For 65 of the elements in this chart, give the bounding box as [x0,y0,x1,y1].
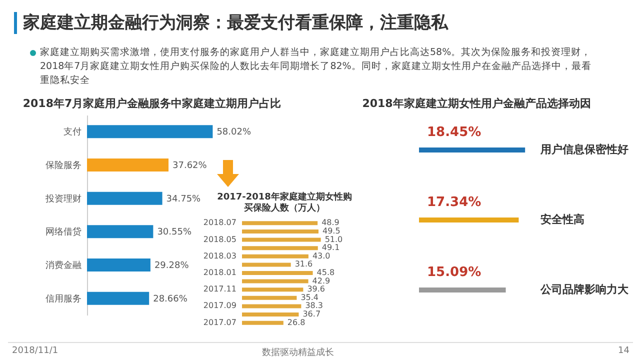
data-label: 58.02% [216,128,252,138]
text: 14 [618,346,630,356]
y-tick-label: 网络借贷 [46,226,82,238]
data-label: 51.0 [324,234,343,244]
bar [242,279,308,284]
bar [87,125,213,138]
bar [242,238,321,242]
bar [242,271,313,275]
y-tick-label: 信用服务 [46,293,82,304]
text: 家庭建立期购买需求激增，使用支付服务的家庭用户人群当中，家庭建立期用户占比高达58%。其次为保险服务和投资理财，2018年7月家庭建立期女性用户购买保险的人数比去年同期增长了82%。同时，家庭建立期女性用户在金融产品选择中，最看重隐私安全 [40,46,592,88]
bar [87,192,162,205]
bar [242,246,318,250]
y-tick-label: 消费金融 [46,260,82,271]
data-label: 30.55% [157,228,192,238]
bar [87,258,150,272]
y-tick-label: 2017.09 [203,301,236,310]
bar [87,158,169,172]
bar [242,221,318,226]
data-label: 29.28% [154,261,190,271]
y-tick-label: 2017.07 [203,318,236,327]
data-label: 37.62% [172,161,208,171]
data-label: 18.45% [427,125,482,140]
text: 数据驱动精益成长 [262,346,334,359]
chart-title: 2018年家庭建立期女性用户金融产品选择动因 [362,97,591,110]
y-tick-label: 2018.05 [203,234,236,244]
bar [87,225,154,238]
y-tick-label: 2018.03 [203,251,236,260]
y-tick-label: 投资理财 [44,193,82,204]
data-label: 34.75% [166,194,202,204]
bar [87,292,150,305]
bar [242,312,299,317]
bar [242,296,297,300]
bar [242,229,318,234]
data-label: 39.6 [307,284,326,294]
data-label: 49.1 [322,243,340,252]
data-label: 36.7 [302,310,321,319]
data-label: 49.5 [322,226,340,236]
data-label: 42.9 [312,276,330,286]
data-label: 28.66% [153,294,188,304]
data-label: 48.9 [322,218,340,228]
bar [242,254,308,258]
y-tick-label: 支付 [64,126,82,138]
data-label: 35.4 [300,292,319,302]
y-tick-label: 公司品牌影响力大 [540,283,630,296]
data-label: 31.6 [294,260,313,269]
data-label: 15.09% [427,265,482,280]
data-label: 38.3 [305,301,324,310]
text: 2018/11/1 [12,346,58,356]
data-label: 26.8 [287,318,306,327]
y-tick-label: 2018.01 [203,268,236,277]
y-tick-label: 保险服务 [46,160,82,171]
data-label: 17.34% [427,195,482,210]
y-tick-label: 2017.11 [203,284,236,294]
chart-title: 2018年7月家庭用户金融服务中家庭建立期用户占比 [22,97,282,110]
text: 家庭建立期金融行为洞察：最爱支付看重保障，注重隐私 [14,12,448,34]
data-label: 45.8 [316,268,335,277]
y-tick-label: 安全性高 [540,213,584,226]
bar [242,262,291,267]
chart-title: 2017-2018年家庭建立期女性购买保险人数（万人） [217,192,352,214]
bar [242,320,284,325]
y-tick-label: 用户信息保密性好 [540,143,628,156]
y-tick-label: 2018.07 [203,218,236,228]
data-label: 43.0 [312,251,330,260]
bar [242,288,304,292]
bar [242,304,302,308]
